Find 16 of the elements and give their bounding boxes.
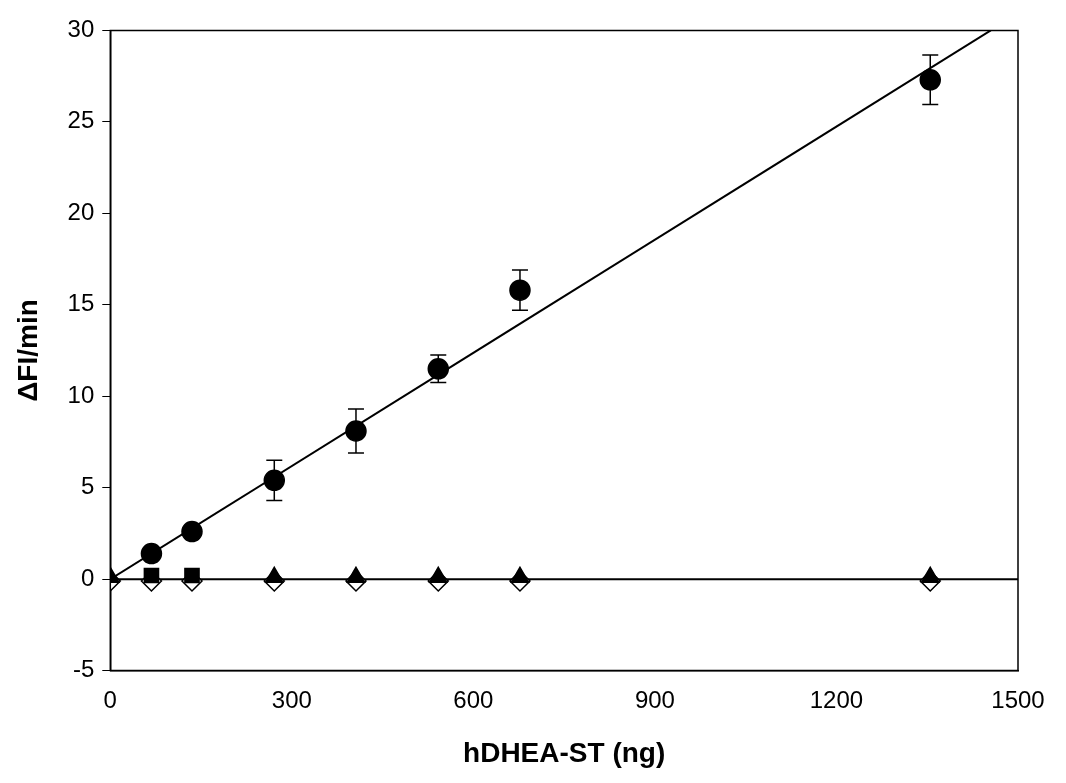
x-tick-label: 300 (271, 685, 312, 713)
y-tick-label: -5 (72, 655, 95, 683)
x-tick-label: 1500 (991, 685, 1045, 713)
y-tick-label: 15 (67, 289, 95, 317)
y-tick-label: 20 (67, 197, 95, 225)
y-tick-label: 0 (80, 563, 95, 591)
x-axis-title: hDHEA-ST (ng) (463, 736, 666, 768)
x-tick-label: 600 (453, 685, 494, 713)
y-tick-label: 25 (67, 106, 95, 134)
x-tick-label: 0 (103, 685, 117, 713)
y-tick-label: 30 (67, 15, 95, 43)
y-axis-title: ΔFI/min (11, 299, 43, 402)
y-tick-label: 5 (80, 472, 95, 500)
x-tick-label: 900 (634, 685, 675, 713)
x-tick-label: 1200 (809, 685, 864, 713)
y-tick-label: 10 (67, 380, 95, 408)
